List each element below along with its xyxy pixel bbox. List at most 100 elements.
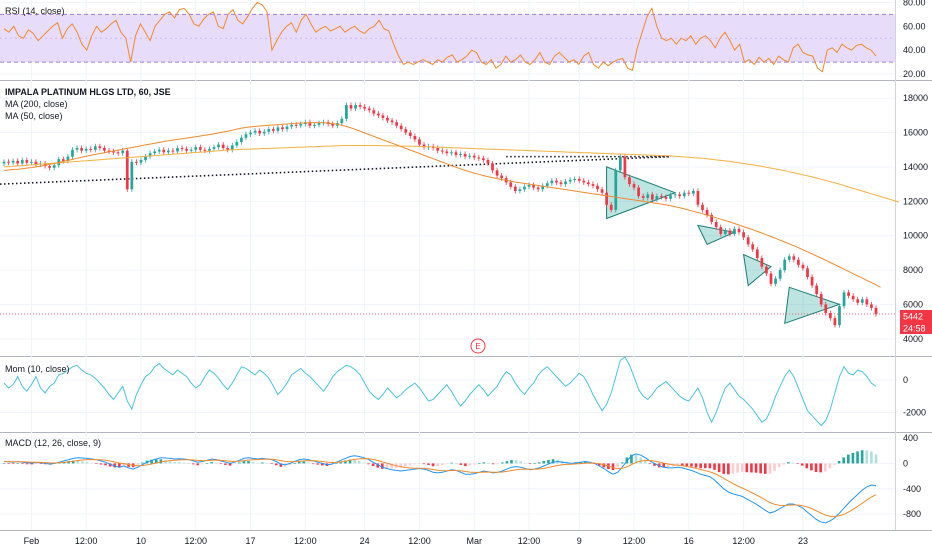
candle-136[interactable] [623, 154, 627, 180]
candle-53[interactable] [244, 131, 248, 141]
candle-22[interactable] [103, 145, 106, 154]
candle-0[interactable] [2, 159, 6, 167]
candle-31[interactable] [144, 154, 147, 163]
candle-34[interactable] [157, 147, 161, 155]
candle-56[interactable] [258, 128, 262, 136]
candle-157[interactable] [719, 224, 723, 237]
candle-153[interactable] [701, 202, 704, 213]
macd-signal-line[interactable] [3, 458, 877, 518]
candle-65[interactable] [299, 121, 303, 129]
candle-91[interactable] [418, 136, 421, 148]
candle-83[interactable] [381, 112, 385, 121]
candle-146[interactable] [669, 192, 672, 202]
candle-89[interactable] [408, 129, 412, 139]
candle-186[interactable] [851, 293, 855, 302]
candle-171[interactable] [783, 257, 787, 273]
candle-80[interactable] [367, 105, 371, 113]
candle-127[interactable] [582, 178, 586, 185]
candle-115[interactable] [527, 182, 531, 190]
candle-180[interactable] [824, 301, 828, 316]
candle-76[interactable] [349, 102, 353, 112]
candle-184[interactable] [842, 289, 846, 309]
candle-128[interactable] [587, 179, 590, 187]
candle-54[interactable] [249, 129, 252, 137]
candle-130[interactable] [596, 183, 599, 192]
candle-152[interactable] [696, 188, 700, 208]
candle-33[interactable] [153, 148, 157, 156]
momentum-line[interactable] [3, 356, 877, 427]
candle-2[interactable] [11, 158, 15, 166]
candle-129[interactable] [591, 181, 595, 189]
candle-96[interactable] [440, 148, 444, 155]
candle-49[interactable] [226, 145, 230, 153]
candle-24[interactable] [112, 148, 115, 155]
candle-189[interactable] [865, 296, 869, 308]
candle-124[interactable] [568, 177, 572, 185]
candle-113[interactable] [518, 186, 522, 194]
candle-28[interactable] [130, 159, 134, 192]
candle-175[interactable] [801, 262, 805, 271]
candle-21[interactable] [98, 143, 102, 151]
candle-151[interactable] [692, 188, 695, 197]
candle-177[interactable] [810, 274, 814, 289]
candle-165[interactable] [755, 246, 759, 261]
candle-143[interactable] [655, 193, 659, 203]
candle-138[interactable] [632, 181, 636, 191]
macd-line[interactable] [3, 453, 877, 524]
candle-105[interactable] [482, 155, 485, 163]
candle-40[interactable] [185, 146, 188, 154]
candle-16[interactable] [75, 145, 79, 153]
candle-116[interactable] [532, 182, 535, 191]
candle-38[interactable] [176, 145, 179, 155]
candle-97[interactable] [445, 148, 449, 156]
candle-55[interactable] [253, 128, 257, 136]
candle-120[interactable] [550, 178, 554, 186]
candle-168[interactable] [769, 270, 773, 287]
candle-183[interactable] [838, 303, 841, 328]
candle-158[interactable] [723, 227, 727, 237]
candle-82[interactable] [377, 111, 380, 118]
candle-62[interactable] [285, 123, 289, 132]
candle-126[interactable] [577, 176, 581, 184]
candle-159[interactable] [728, 227, 732, 237]
candle-45[interactable] [208, 146, 211, 154]
candle-121[interactable] [555, 178, 558, 185]
candle-27[interactable] [125, 148, 129, 192]
candle-17[interactable] [80, 145, 83, 154]
candle-137[interactable] [628, 174, 631, 187]
candle-148[interactable] [678, 191, 682, 199]
candle-135[interactable] [618, 154, 622, 173]
candle-112[interactable] [513, 184, 517, 194]
candle-37[interactable] [171, 148, 175, 155]
candle-60[interactable] [276, 124, 280, 134]
candle-79[interactable] [363, 104, 367, 112]
candle-140[interactable] [641, 193, 645, 201]
candle-102[interactable] [468, 153, 472, 160]
candle-88[interactable] [404, 126, 408, 136]
candle-5[interactable] [25, 157, 29, 166]
candle-4[interactable] [20, 157, 24, 167]
candle-181[interactable] [828, 310, 832, 321]
candle-182[interactable] [833, 315, 837, 328]
candle-134[interactable] [614, 167, 618, 213]
candle-52[interactable] [240, 135, 243, 145]
candle-20[interactable] [93, 143, 97, 153]
candle-176[interactable] [806, 265, 809, 280]
candle-61[interactable] [281, 124, 284, 132]
candle-167[interactable] [765, 264, 768, 277]
candle-103[interactable] [472, 153, 476, 161]
candle-86[interactable] [395, 119, 398, 129]
candle-35[interactable] [162, 147, 166, 155]
earnings-event-marker[interactable] [470, 338, 486, 354]
candle-3[interactable] [16, 158, 20, 167]
candle-190[interactable] [870, 301, 873, 311]
candle-123[interactable] [564, 178, 567, 187]
candle-107[interactable] [491, 160, 494, 173]
candle-42[interactable] [194, 144, 198, 153]
candle-144[interactable] [660, 193, 663, 200]
candle-133[interactable] [609, 202, 613, 213]
candle-173[interactable] [792, 253, 796, 263]
candle-185[interactable] [847, 289, 850, 299]
candle-191[interactable] [874, 305, 878, 317]
